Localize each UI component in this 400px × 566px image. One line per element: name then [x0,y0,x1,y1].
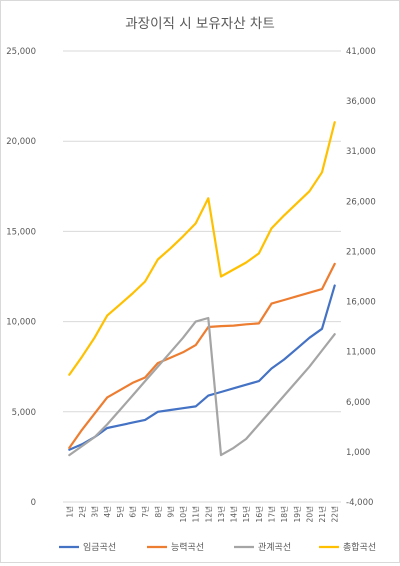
x-tick-label: 20년 [304,506,314,523]
x-tick-label: 1년 [64,506,74,518]
right-tick-label: 26,000 [346,197,376,207]
x-tick-label: 16년 [254,506,264,523]
left-tick-label: 20,000 [6,137,36,147]
right-tick-label: 11,000 [346,348,376,358]
x-tick-label: 15년 [241,506,251,523]
right-tick-label: 31,000 [346,147,376,157]
x-tick-label: 17년 [267,506,277,523]
x-tick-label: 10년 [178,506,188,523]
legend-label: 능력곡선 [171,541,204,553]
right-tick-label: 1,000 [346,448,370,458]
grid-lines [63,50,341,503]
x-tick-label: 5년 [115,506,125,518]
right-tick-label: 6,000 [346,398,370,408]
right-tick-label: 41,000 [346,47,376,57]
legend: 임금곡선 능력곡선 관계곡선 총합곡선 [59,541,376,553]
series-line-임금곡선 [68,284,336,451]
x-tick-label: 6년 [128,506,138,518]
series-lines [68,121,336,457]
x-tick-label: 18년 [279,506,289,523]
x-axis-labels: 1년 2년 3년 4년 5년 6년 7년 8년 9년 10년 11년 12년 13년 14년 15년 16년 1… [64,506,339,523]
x-tick-label: 12년 [203,506,213,523]
x-tick-label: 14년 [229,506,239,523]
left-axis-labels: 0 5,000 10,000 15,000 20,000 25,000 [6,47,36,508]
x-tick-label: 8년 [153,506,163,518]
legend-label: 관계곡선 [258,541,291,553]
right-tick-label: 36,000 [346,97,376,107]
x-tick-label: 11년 [191,506,201,523]
series-line-관계곡선 [68,316,336,457]
series-line-총합곡선 [68,121,336,376]
left-tick-label: 0 [31,498,36,508]
series-line-능력곡선 [68,262,336,449]
x-tick-label: 22년 [330,506,340,523]
x-tick-label: 2년 [77,506,87,518]
right-axis-labels: -4,000 1,000 6,000 11,000 16,000 21,000 26,000… [346,47,376,508]
left-tick-label: 10,000 [6,318,36,328]
x-tick-label: 13년 [216,506,226,523]
right-tick-label: -4,000 [346,498,373,508]
right-tick-label: 16,000 [346,298,376,308]
x-tick-label: 19년 [292,506,302,523]
left-tick-label: 25,000 [6,47,36,57]
legend-label: 임금곡선 [83,541,116,553]
x-tick-label: 7년 [140,506,150,518]
x-tick-label: 21년 [317,506,327,523]
right-tick-label: 21,000 [346,247,376,257]
x-tick-label: 4년 [102,506,112,518]
left-tick-label: 5,000 [12,408,36,418]
legend-label: 총합곡선 [343,542,376,553]
x-tick-label: 3년 [90,506,100,518]
chart-title: 과장이직 시 보유자산 차트 [125,16,275,32]
left-tick-label: 15,000 [6,227,36,237]
x-tick-label: 9년 [165,506,175,518]
